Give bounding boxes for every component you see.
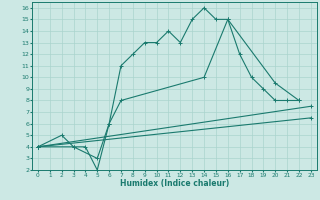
X-axis label: Humidex (Indice chaleur): Humidex (Indice chaleur) [120,179,229,188]
